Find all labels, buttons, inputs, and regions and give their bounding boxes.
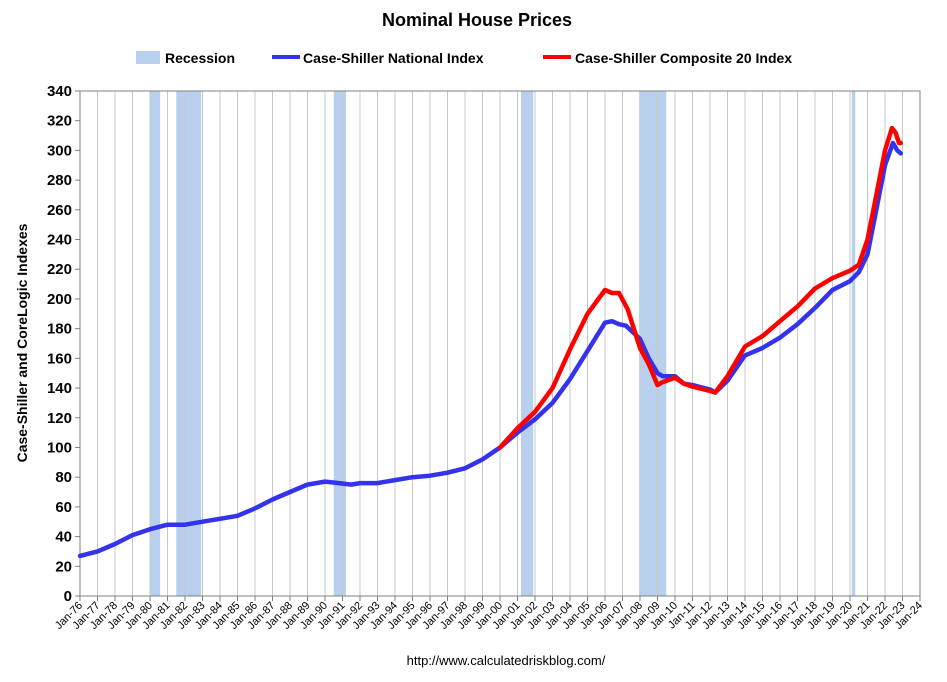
y-tick-label-3: 60 xyxy=(55,499,72,516)
series-line-0 xyxy=(77,140,904,559)
y-tick-label-6: 120 xyxy=(47,410,72,427)
y-tick-label-11: 220 xyxy=(47,261,72,278)
y-tick-label-2: 40 xyxy=(55,529,72,546)
y-tick-label-12: 240 xyxy=(47,232,72,249)
y-tick-label-7: 140 xyxy=(47,380,72,397)
legend-composite-label: Case-Shiller Composite 20 Index xyxy=(575,50,792,66)
legend-recession-label: Recession xyxy=(165,50,235,66)
y-tick-label-9: 180 xyxy=(47,321,72,338)
y-axis: 0 20 40 60 80 100 120 140 160 180 200 220 240 260 280 3… xyxy=(47,83,80,605)
y-tick-label-8: 160 xyxy=(47,350,72,367)
x-axis: Jan-76Jan-77Jan-78Jan-79Jan-80Jan-81Jan-… xyxy=(53,596,925,632)
y-tick-label-17: 340 xyxy=(47,83,72,100)
y-tick-label-1: 20 xyxy=(55,558,72,575)
y-tick-label-5: 100 xyxy=(47,439,72,456)
y-tick-label-14: 280 xyxy=(47,172,72,189)
y-tick-label-4: 80 xyxy=(55,469,72,486)
recession-band-0 xyxy=(150,91,161,596)
recession-band-1 xyxy=(176,91,202,596)
legend: Recession Case-Shiller National Index Ca… xyxy=(136,50,792,66)
series-line-1 xyxy=(497,125,904,450)
legend-national-label: Case-Shiller National Index xyxy=(303,50,484,66)
recession-band-5 xyxy=(851,91,856,596)
recession-band-3 xyxy=(521,91,534,596)
legend-recession-swatch xyxy=(136,51,160,64)
y-tick-label-16: 320 xyxy=(47,113,72,130)
y-tick-label-15: 300 xyxy=(47,142,72,159)
gridlines xyxy=(97,91,903,596)
y-tick-label-10: 200 xyxy=(47,291,72,308)
y-tick-label-0: 0 xyxy=(64,588,72,605)
y-axis-label: Case-Shiller and CoreLogic Indexes xyxy=(14,223,30,462)
source-url: http://www.calculatedriskblog.com/ xyxy=(407,653,606,668)
chart-title: Nominal House Prices xyxy=(382,10,572,30)
series xyxy=(77,125,904,559)
y-tick-label-13: 260 xyxy=(47,202,72,219)
recession-band-2 xyxy=(333,91,346,596)
